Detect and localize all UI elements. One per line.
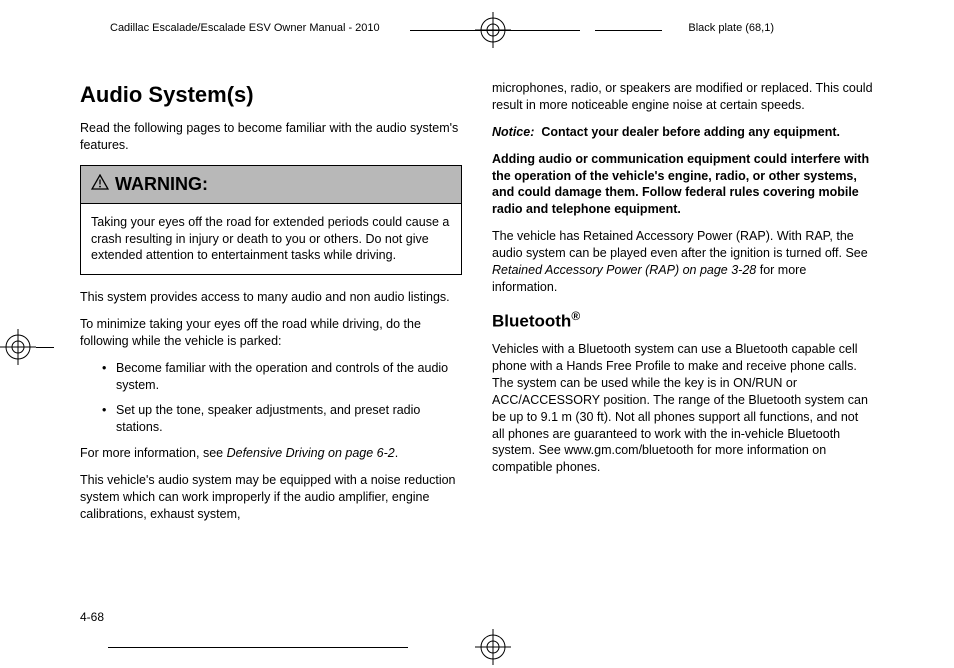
registration-line xyxy=(108,647,408,648)
registration-line xyxy=(595,30,662,31)
cross-reference: Defensive Driving on page 6‑2 xyxy=(227,446,395,460)
warning-box: WARNING: Taking your eyes off the road f… xyxy=(80,165,462,275)
body-text: Read the following pages to become famil… xyxy=(80,120,462,154)
registration-line xyxy=(36,347,54,348)
registered-trademark-icon: ® xyxy=(571,309,580,323)
text-run: The vehicle has Retained Accessory Power… xyxy=(492,229,868,260)
body-text: For more information, see Defensive Driv… xyxy=(80,445,462,462)
warning-label: WARNING: xyxy=(115,172,208,196)
registration-mark-icon xyxy=(475,629,511,665)
page-number: 4-68 xyxy=(80,610,104,624)
body-text: Vehicles with a Bluetooth system can use… xyxy=(492,341,874,476)
body-text: The vehicle has Retained Accessory Power… xyxy=(492,228,874,296)
list-item: Become familiar with the operation and c… xyxy=(80,360,462,394)
list-item: Set up the tone, speaker adjustments, an… xyxy=(80,402,462,436)
text-run: For more information, see xyxy=(80,446,227,460)
body-text: This vehicle's audio system may be equip… xyxy=(80,472,462,523)
bullet-list: Become familiar with the operation and c… xyxy=(80,360,462,436)
right-column: microphones, radio, or speakers are modi… xyxy=(492,80,874,598)
warning-header: WARNING: xyxy=(81,166,461,203)
notice-label: Notice: xyxy=(492,125,534,139)
body-text: microphones, radio, or speakers are modi… xyxy=(492,80,874,114)
warning-body-text: Taking your eyes off the road for extend… xyxy=(81,204,461,275)
notice-paragraph: Notice: Contact your dealer before addin… xyxy=(492,124,874,141)
caution-bold-text: Adding audio or communication equipment … xyxy=(492,151,874,219)
notice-text: Contact your dealer before adding any eq… xyxy=(541,125,840,139)
cross-reference: Retained Accessory Power (RAP) on page 3… xyxy=(492,263,756,277)
body-text: To minimize taking your eyes off the roa… xyxy=(80,316,462,350)
heading-text: Bluetooth xyxy=(492,311,571,330)
body-text: This system provides access to many audi… xyxy=(80,289,462,306)
left-column: Audio System(s) Read the following pages… xyxy=(80,80,462,598)
section-heading-bluetooth: Bluetooth® xyxy=(492,308,874,334)
warning-triangle-icon xyxy=(91,172,109,196)
black-plate-label: Black plate (68,1) xyxy=(688,22,774,34)
page-content: Audio System(s) Read the following pages… xyxy=(80,80,874,598)
registration-mark-icon xyxy=(0,329,36,365)
manual-title: Cadillac Escalade/Escalade ESV Owner Man… xyxy=(110,22,380,34)
section-heading-audio-systems: Audio System(s) xyxy=(80,80,462,110)
text-run: . xyxy=(395,446,398,460)
registration-mark-icon xyxy=(475,12,511,48)
